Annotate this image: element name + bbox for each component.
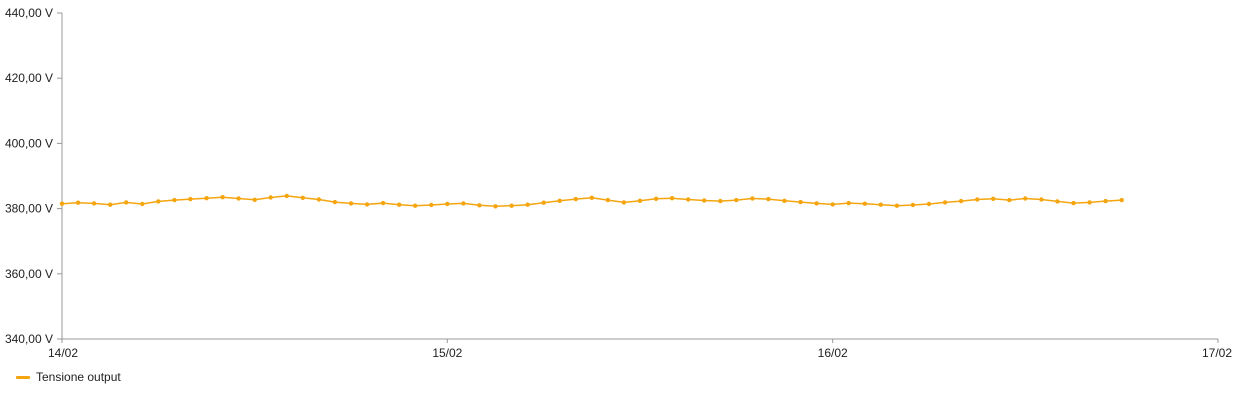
data-point[interactable] [653,196,659,201]
x-tick-label: 15/02 [432,346,462,360]
data-point[interactable] [108,202,113,207]
data-point[interactable] [477,203,482,208]
data-point[interactable] [878,202,883,207]
data-point[interactable] [991,196,996,201]
x-axis: 14/02 15/02 16/02 17/02 [48,338,1232,360]
data-point[interactable] [1055,199,1060,204]
data-point[interactable] [718,198,723,204]
data-point[interactable] [846,200,851,206]
data-point[interactable] [156,199,161,204]
data-point[interactable] [1087,200,1092,205]
data-point[interactable] [798,199,803,205]
series-layer [59,193,1124,209]
data-point[interactable] [220,195,225,200]
data-point[interactable] [942,200,948,205]
data-point[interactable] [59,201,65,206]
data-point[interactable] [702,198,707,203]
legend-swatch [16,375,30,379]
data-point[interactable] [509,203,514,208]
data-point[interactable] [926,201,932,207]
data-point[interactable] [91,201,97,206]
data-point[interactable] [172,197,177,203]
data-point[interactable] [782,198,787,203]
data-point[interactable] [750,196,755,201]
data-point[interactable] [894,203,900,208]
data-point[interactable] [380,200,386,206]
data-point[interactable] [1103,198,1108,204]
x-tick-label: 14/02 [48,346,78,360]
data-point[interactable] [830,202,835,207]
data-point[interactable] [75,200,81,205]
data-point[interactable] [589,195,594,200]
data-point[interactable] [557,198,562,203]
y-tick-label: 380,00 V [5,202,53,216]
legend[interactable]: Tensione output [16,370,121,384]
data-point[interactable] [140,201,145,207]
data-point[interactable] [316,197,322,202]
data-point[interactable] [975,197,980,202]
data-point[interactable] [252,197,257,202]
data-point[interactable] [413,203,418,208]
x-tick-label: 16/02 [818,346,848,360]
data-point[interactable] [637,198,643,203]
data-point[interactable] [1071,200,1076,206]
y-tick-label: 420,00 V [5,71,53,85]
data-point[interactable] [1007,197,1012,203]
data-point[interactable] [1023,196,1028,201]
data-point[interactable] [124,200,129,205]
data-point[interactable] [686,197,691,202]
data-point[interactable] [461,201,466,206]
data-point[interactable] [1039,197,1044,202]
data-point[interactable] [766,196,771,202]
y-axis: 340,00 V 360,00 V 380,00 V 400,00 V 420,00 V… [5,6,63,346]
data-point[interactable] [188,196,193,202]
data-point[interactable] [268,195,273,200]
data-point[interactable] [958,198,964,204]
data-point[interactable] [621,200,627,205]
data-point[interactable] [397,202,402,207]
data-point[interactable] [429,202,434,208]
data-point[interactable] [236,196,241,201]
data-point[interactable] [348,201,354,206]
data-point[interactable] [814,201,819,206]
data-point[interactable] [300,195,305,200]
data-point[interactable] [204,196,209,201]
data-point[interactable] [669,196,675,201]
data-point[interactable] [364,202,370,207]
data-point[interactable] [284,193,289,199]
data-point[interactable] [862,201,867,206]
data-point[interactable] [734,197,739,203]
data-point[interactable] [573,196,578,202]
data-point[interactable] [910,202,916,208]
data-point[interactable] [493,204,498,209]
data-point[interactable] [332,199,338,205]
data-point[interactable] [541,200,546,205]
legend-label: Tensione output [36,370,121,384]
y-tick-label: 400,00 V [5,136,53,150]
y-tick-label: 360,00 V [5,267,53,281]
y-tick-label: 440,00 V [5,6,53,20]
data-point[interactable] [445,201,450,207]
x-tick-label: 17/02 [1202,346,1232,360]
data-point[interactable] [605,197,611,203]
data-point[interactable] [1119,197,1124,203]
y-tick-label: 340,00 V [5,332,53,346]
data-point[interactable] [525,202,530,207]
